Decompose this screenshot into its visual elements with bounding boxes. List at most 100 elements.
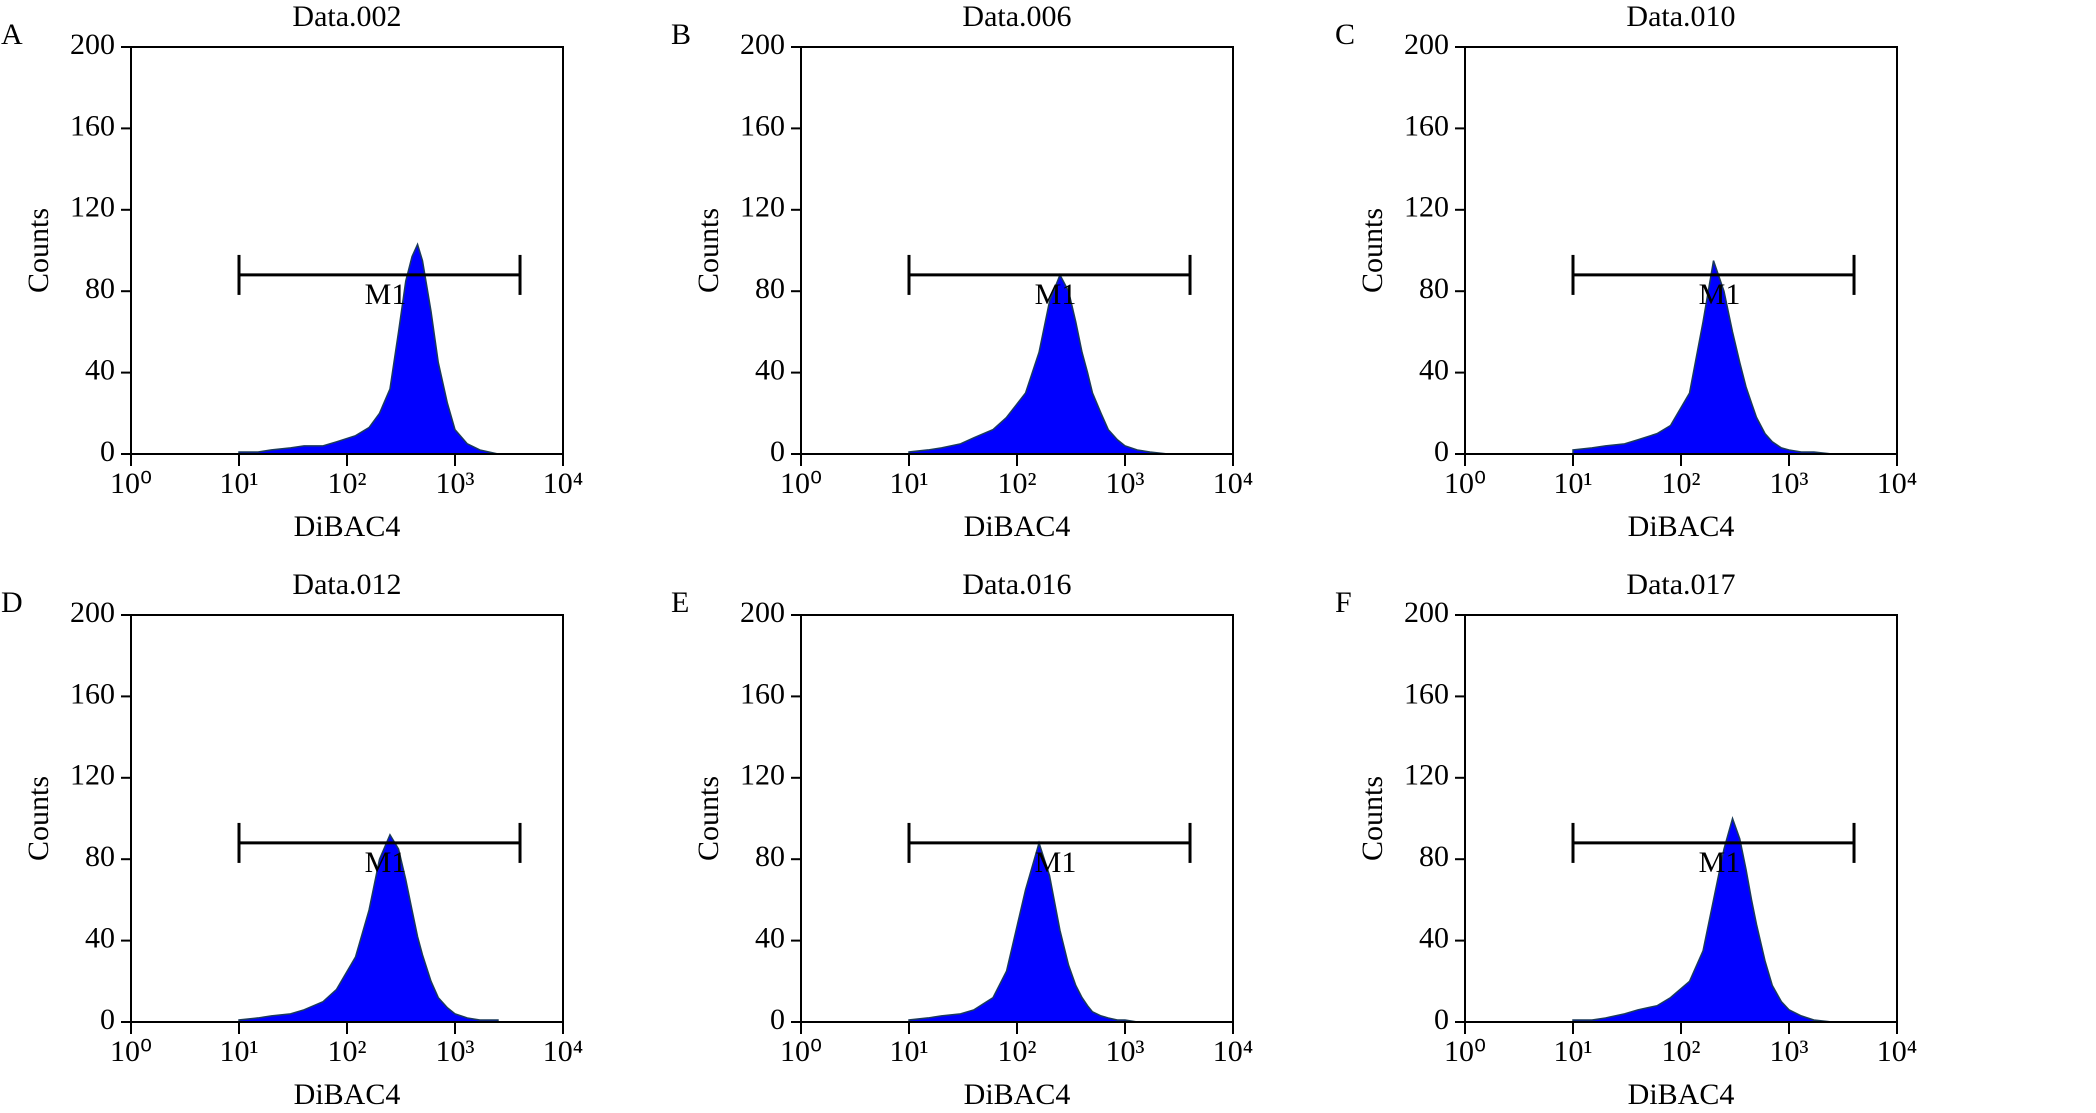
x-tick-label: 10² [328, 1035, 367, 1068]
y-tick-label: 40 [755, 921, 785, 954]
x-tick-label: 10³ [1770, 467, 1809, 500]
y-axis-label: Counts [22, 208, 55, 293]
y-tick-label: 80 [755, 840, 785, 873]
x-tick-label: 10¹ [890, 1035, 929, 1068]
chart-title: Data.017 [1626, 568, 1735, 601]
chart-title: Data.002 [292, 0, 401, 33]
x-tick-label: 10⁴ [1877, 1035, 1917, 1068]
x-tick-label: 10¹ [220, 1035, 259, 1068]
y-tick-label: 40 [755, 353, 785, 386]
histogram [1572, 816, 1833, 1023]
y-tick-label: 160 [1404, 677, 1449, 710]
y-tick-label: 0 [100, 435, 115, 468]
x-tick-label: 10⁴ [543, 1035, 583, 1068]
plot-frame [800, 46, 1234, 455]
y-tick-label: 160 [70, 109, 115, 142]
x-tick-label: 10² [328, 467, 367, 500]
y-tick-label: 160 [740, 109, 785, 142]
marker-label: M1 [1035, 278, 1077, 311]
y-tick-label: 200 [70, 28, 115, 61]
y-axis-label: Counts [692, 208, 725, 293]
y-tick-label: 200 [740, 596, 785, 629]
marker-label: M1 [1699, 278, 1741, 311]
x-tick-label: 10⁰ [780, 1035, 822, 1068]
x-axis-label: DiBAC4 [294, 1078, 401, 1108]
y-tick-label: 80 [85, 272, 115, 305]
y-tick-label: 200 [1404, 28, 1449, 61]
x-tick-label: 10¹ [890, 467, 929, 500]
x-tick-label: 10² [998, 1035, 1037, 1068]
y-axis-label: Counts [1356, 208, 1389, 293]
panel-label: B [671, 18, 691, 51]
chart-title: Data.016 [962, 568, 1071, 601]
panel-label: D [1, 586, 23, 619]
y-tick-label: 80 [1419, 272, 1449, 305]
y-tick-label: 0 [770, 1003, 785, 1036]
y-tick-label: 40 [85, 921, 115, 954]
x-tick-label: 10⁰ [1444, 1035, 1486, 1068]
x-tick-label: 10³ [436, 1035, 475, 1068]
histogram [908, 840, 1138, 1023]
x-tick-label: 10¹ [220, 467, 259, 500]
histogram [908, 273, 1169, 455]
x-tick-label: 10⁰ [780, 467, 822, 500]
y-tick-label: 80 [85, 840, 115, 873]
histogram [1572, 260, 1833, 455]
y-tick-label: 160 [1404, 109, 1449, 142]
panel-label: A [1, 18, 23, 51]
y-tick-label: 40 [1419, 353, 1449, 386]
y-tick-label: 200 [1404, 596, 1449, 629]
plot-frame [130, 46, 564, 455]
x-tick-label: 10² [998, 467, 1037, 500]
y-tick-label: 0 [770, 435, 785, 468]
y-tick-label: 80 [755, 272, 785, 305]
y-tick-label: 120 [70, 759, 115, 792]
y-axis-label: Counts [1356, 776, 1389, 861]
panel-label: E [671, 586, 689, 619]
x-tick-label: 10³ [436, 467, 475, 500]
y-tick-label: 120 [1404, 759, 1449, 792]
y-tick-label: 0 [1434, 1003, 1449, 1036]
y-tick-label: 120 [1404, 191, 1449, 224]
y-axis-label: Counts [22, 776, 55, 861]
histogram [238, 833, 499, 1023]
x-tick-label: 10⁴ [1877, 467, 1917, 500]
chart-title: Data.012 [292, 568, 401, 601]
y-tick-label: 160 [70, 677, 115, 710]
y-tick-label: 200 [740, 28, 785, 61]
x-tick-label: 10⁴ [1213, 467, 1253, 500]
histogram [238, 242, 499, 455]
x-tick-label: 10² [1662, 467, 1701, 500]
plot-frame [1464, 46, 1898, 455]
y-tick-label: 120 [740, 759, 785, 792]
y-tick-label: 120 [740, 191, 785, 224]
x-tick-label: 10¹ [1554, 467, 1593, 500]
panel-label: C [1335, 18, 1355, 51]
x-tick-label: 10⁴ [543, 467, 583, 500]
marker-label: M1 [1035, 846, 1077, 879]
x-tick-label: 10¹ [1554, 1035, 1593, 1068]
x-axis-label: DiBAC4 [1628, 1078, 1735, 1108]
x-axis-label: DiBAC4 [964, 1078, 1071, 1108]
x-axis-label: DiBAC4 [1628, 510, 1735, 543]
x-tick-label: 10³ [1106, 1035, 1145, 1068]
y-tick-label: 80 [1419, 840, 1449, 873]
x-tick-label: 10⁰ [110, 1035, 152, 1068]
y-tick-label: 120 [70, 191, 115, 224]
x-tick-label: 10⁰ [110, 467, 152, 500]
marker-label: M1 [365, 278, 407, 311]
x-tick-label: 10⁴ [1213, 1035, 1253, 1068]
plot-frame [800, 614, 1234, 1023]
chart-title: Data.006 [962, 0, 1071, 33]
y-tick-label: 0 [1434, 435, 1449, 468]
y-tick-label: 40 [85, 353, 115, 386]
chart-title: Data.010 [1626, 0, 1735, 33]
x-tick-label: 10⁰ [1444, 467, 1486, 500]
y-tick-label: 160 [740, 677, 785, 710]
x-tick-label: 10³ [1106, 467, 1145, 500]
marker-label: M1 [1699, 846, 1741, 879]
y-axis-label: Counts [692, 776, 725, 861]
y-tick-label: 40 [1419, 921, 1449, 954]
y-tick-label: 200 [70, 596, 115, 629]
